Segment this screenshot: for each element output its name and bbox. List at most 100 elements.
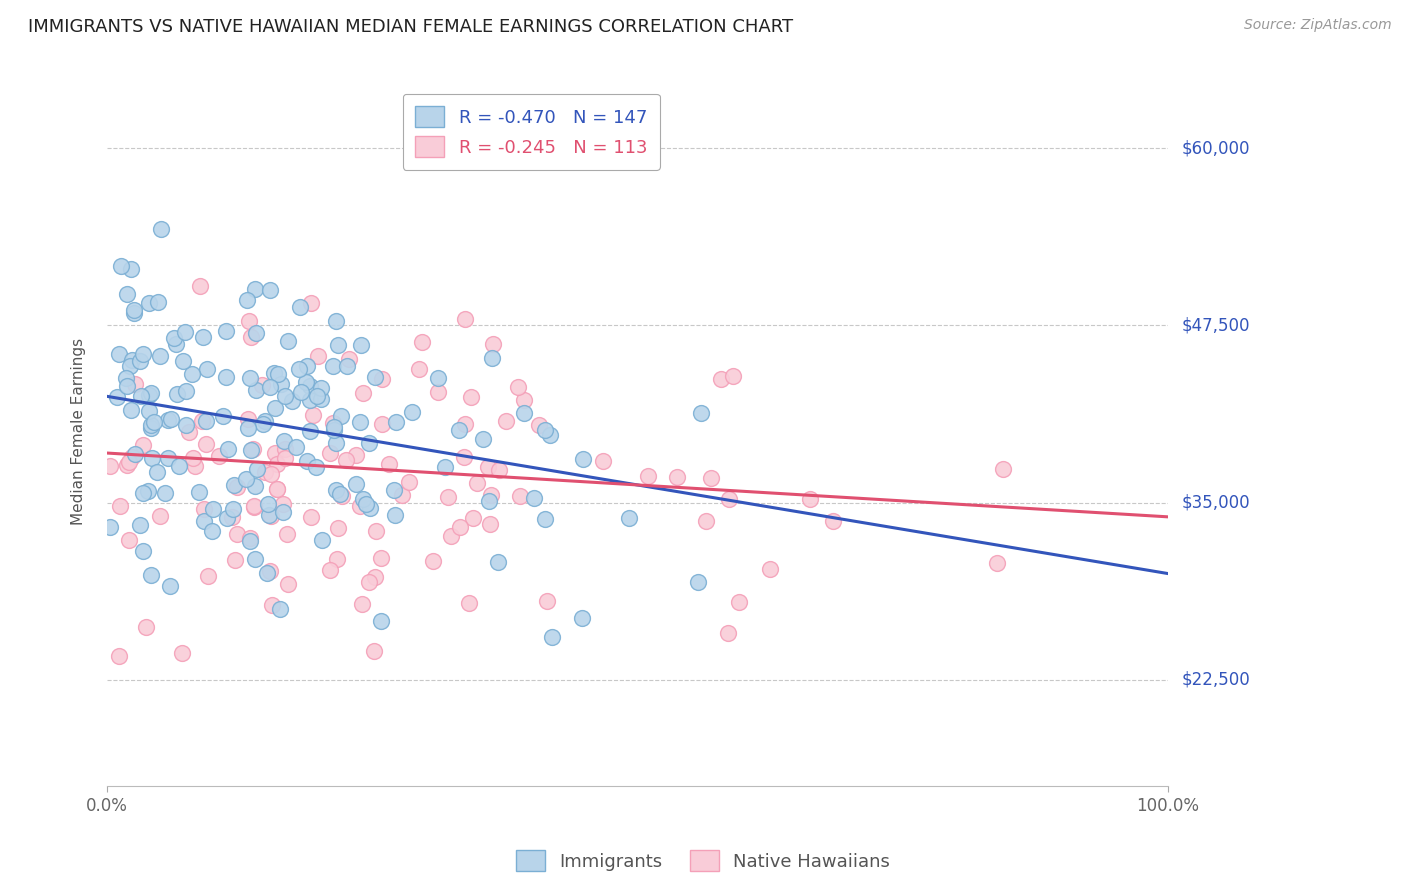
Point bbox=[141, 450, 163, 465]
Point bbox=[195, 362, 218, 376]
Point bbox=[243, 500, 266, 514]
Point bbox=[181, 450, 204, 465]
Point bbox=[270, 376, 292, 391]
Point bbox=[222, 478, 245, 492]
Point bbox=[385, 415, 408, 429]
Point bbox=[408, 362, 430, 376]
Point bbox=[263, 446, 285, 460]
Point bbox=[266, 482, 288, 496]
Point bbox=[592, 454, 614, 468]
Text: IMMIGRANTS VS NATIVE HAWAIIAN MEDIAN FEMALE EARNINGS CORRELATION CHART: IMMIGRANTS VS NATIVE HAWAIIAN MEDIAN FEM… bbox=[28, 18, 793, 36]
Point bbox=[260, 508, 283, 523]
Point bbox=[172, 646, 194, 660]
Point bbox=[235, 472, 257, 486]
Point bbox=[245, 326, 267, 341]
Point bbox=[330, 489, 353, 503]
Point bbox=[120, 261, 142, 276]
Point bbox=[533, 512, 555, 526]
Point bbox=[344, 448, 367, 462]
Point bbox=[371, 417, 394, 432]
Point bbox=[301, 509, 323, 524]
Point bbox=[257, 508, 280, 523]
Point bbox=[138, 295, 160, 310]
Point bbox=[266, 483, 288, 497]
Point bbox=[299, 296, 322, 310]
Point bbox=[226, 480, 249, 494]
Point bbox=[363, 643, 385, 657]
Point bbox=[799, 491, 821, 506]
Point bbox=[344, 477, 367, 491]
Point bbox=[710, 371, 733, 385]
Point bbox=[326, 338, 349, 352]
Point bbox=[128, 354, 150, 368]
Point bbox=[352, 598, 374, 612]
Point bbox=[477, 459, 499, 474]
Point bbox=[433, 460, 456, 475]
Point bbox=[273, 434, 295, 448]
Point bbox=[190, 278, 212, 293]
Point bbox=[259, 284, 281, 298]
Point bbox=[541, 630, 564, 644]
Point bbox=[571, 610, 593, 624]
Point bbox=[243, 479, 266, 493]
Point bbox=[759, 562, 782, 576]
Point bbox=[447, 423, 470, 437]
Point bbox=[245, 384, 267, 398]
Point bbox=[325, 483, 347, 497]
Point bbox=[98, 520, 121, 534]
Point bbox=[166, 386, 188, 401]
Point bbox=[323, 419, 346, 434]
Point bbox=[190, 414, 212, 428]
Point bbox=[131, 486, 153, 500]
Point bbox=[129, 518, 152, 533]
Point bbox=[509, 489, 531, 503]
Point bbox=[110, 259, 132, 273]
Point bbox=[538, 427, 561, 442]
Point bbox=[174, 326, 197, 340]
Point bbox=[294, 375, 316, 389]
Point bbox=[243, 499, 266, 513]
Point bbox=[163, 331, 186, 345]
Point bbox=[259, 380, 281, 394]
Point bbox=[461, 510, 484, 524]
Point bbox=[139, 420, 162, 434]
Point bbox=[533, 423, 555, 437]
Point bbox=[211, 409, 233, 423]
Point bbox=[105, 390, 128, 404]
Point bbox=[454, 311, 477, 326]
Point bbox=[242, 442, 264, 457]
Point bbox=[326, 552, 349, 566]
Point bbox=[149, 509, 172, 524]
Point bbox=[352, 385, 374, 400]
Point bbox=[253, 466, 276, 480]
Point bbox=[458, 596, 481, 610]
Point bbox=[115, 378, 138, 392]
Point bbox=[157, 413, 180, 427]
Point bbox=[124, 376, 146, 391]
Point bbox=[717, 492, 740, 507]
Point bbox=[252, 417, 274, 432]
Point bbox=[108, 499, 131, 513]
Point bbox=[309, 381, 332, 395]
Point bbox=[481, 351, 503, 366]
Point bbox=[295, 359, 318, 373]
Point bbox=[318, 563, 340, 577]
Point bbox=[287, 362, 309, 376]
Point bbox=[301, 408, 323, 422]
Point bbox=[193, 514, 215, 528]
Point bbox=[167, 458, 190, 473]
Point bbox=[165, 337, 187, 351]
Point bbox=[700, 470, 723, 484]
Point bbox=[319, 446, 342, 460]
Point bbox=[352, 491, 374, 506]
Point bbox=[269, 601, 291, 615]
Point bbox=[174, 384, 197, 398]
Point bbox=[665, 470, 688, 484]
Y-axis label: Median Female Earnings: Median Female Earnings bbox=[72, 338, 86, 525]
Point bbox=[224, 553, 246, 567]
Point bbox=[488, 463, 510, 477]
Point bbox=[523, 491, 546, 506]
Point bbox=[437, 490, 460, 504]
Text: $22,500: $22,500 bbox=[1181, 671, 1250, 689]
Point bbox=[263, 401, 285, 415]
